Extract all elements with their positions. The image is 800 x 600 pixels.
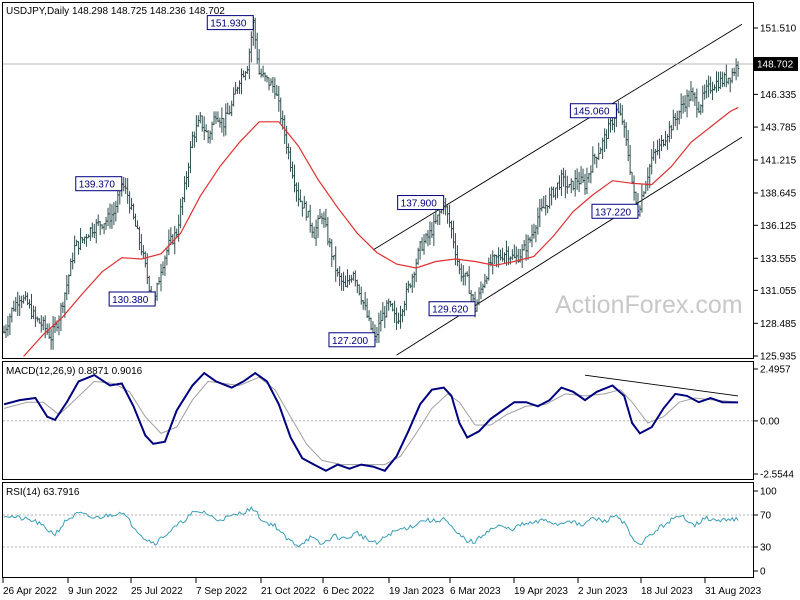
date-tick-label: 6 Mar 2023	[450, 586, 501, 597]
price-annotations: 151.930 139.370 130.380 127.200 137.900 129.6…	[75, 15, 639, 348]
channel-line	[372, 23, 743, 251]
date-tick-label: 26 Apr 2022	[3, 586, 57, 597]
date-tick-label: 2 Jun 2023	[578, 586, 628, 597]
annotation-box	[108, 291, 156, 307]
macd-line	[3, 371, 739, 472]
rsi-series: 100 70 30 0	[3, 487, 777, 578]
macd-tick-label: 0.00	[760, 416, 780, 427]
annotation-box	[206, 15, 254, 31]
price-tick-label: 141.215	[760, 156, 797, 167]
price-tick-label: 146.335	[760, 90, 797, 101]
price-tick-label: 125.935	[760, 352, 797, 363]
annotation-label: 137.900	[401, 199, 438, 210]
annotation-label: 129.620	[432, 305, 469, 316]
channel-line	[396, 136, 743, 356]
annotation-label: 130.380	[112, 295, 149, 306]
price-tick-label: 151.510	[760, 24, 797, 35]
annotation-box	[428, 301, 476, 317]
macd-series: 2.4957 0.00 -2.5544	[3, 365, 794, 481]
rsi-tick-label: 100	[760, 487, 777, 498]
rsi-title: RSI(14) 63.7916	[6, 487, 80, 498]
moving-average-line	[23, 107, 739, 357]
annotation-label: 139.370	[79, 180, 116, 191]
rsi-line	[3, 506, 739, 548]
date-tick-label: 6 Dec 2022	[323, 586, 375, 597]
price-tick-label: 143.785	[760, 123, 797, 134]
price-tick-label: 131.055	[760, 286, 797, 297]
watermark-text: ActionForex.com	[555, 291, 743, 319]
price-tick-label: 136.125	[760, 221, 797, 232]
date-tick-label: 19 Jan 2023	[389, 586, 444, 597]
date-tick-label: 7 Sep 2022	[196, 586, 248, 597]
current-price-box	[754, 57, 798, 72]
macd-trendline	[584, 374, 739, 397]
price-tick-label: 128.485	[760, 319, 797, 330]
annotation-label: 137.220	[595, 207, 632, 218]
annotation-label: 151.930	[210, 19, 247, 30]
annotation-box	[397, 195, 445, 211]
macd-tick-label: -2.5544	[760, 470, 794, 481]
current-price-label: 148.702	[757, 60, 794, 71]
annotation-box	[591, 203, 639, 219]
date-tick-label: 18 Jul 2023	[641, 586, 693, 597]
price-tick-label: 138.645	[760, 188, 797, 199]
channel-lines	[372, 23, 743, 356]
date-axis: 26 Apr 2022 9 Jun 2022 25 Jul 2022 7 Sep 20…	[2, 578, 762, 597]
macd-title: MACD(12,26,9) 0.8871 0.9016	[6, 366, 143, 377]
macd-tick-label: 2.4957	[760, 365, 791, 376]
date-tick-label: 21 Oct 2022	[261, 586, 316, 597]
annotation-label: 145.060	[573, 107, 610, 118]
annotation-box	[328, 332, 376, 348]
date-tick-label: 9 Jun 2022	[68, 586, 118, 597]
price-tick-label: 133.555	[760, 254, 797, 265]
rsi-tick-label: 70	[760, 511, 772, 522]
price-title: USDJPY,Daily 148.298 148.725 148.236 148…	[6, 6, 225, 17]
annotation-box	[569, 103, 617, 119]
moving-average	[23, 107, 739, 357]
date-tick-label: 19 Apr 2023	[514, 586, 568, 597]
rsi-tick-label: 30	[760, 543, 772, 554]
annotation-label: 127.200	[332, 336, 369, 347]
rsi-panel	[2, 482, 754, 578]
date-tick-label: 31 Aug 2023	[705, 586, 762, 597]
date-tick-label: 25 Jul 2022	[131, 586, 183, 597]
annotation-box	[75, 176, 123, 192]
rsi-tick-label: 0	[760, 567, 766, 578]
price-axis: 151.510148.920146.335143.785141.215138.6…	[753, 24, 797, 363]
